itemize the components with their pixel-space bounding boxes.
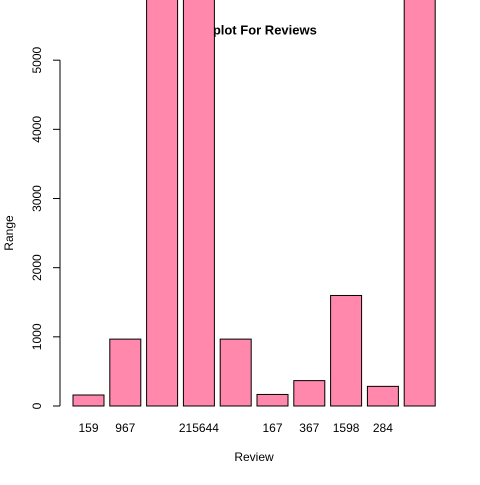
x-axis-label: Review (234, 450, 274, 464)
y-tick-label: 5000 (30, 47, 44, 74)
bar (109, 338, 142, 407)
y-tick-label: 1000 (30, 323, 44, 350)
x-tick-label: 159 (78, 421, 98, 435)
x-tick-label: 1598 (333, 421, 360, 435)
bar (182, 0, 215, 407)
y-tick-label: 0 (30, 402, 44, 409)
x-tick-label: 967 (115, 421, 135, 435)
x-tick-label: 284 (373, 421, 393, 435)
bar (403, 0, 436, 407)
bar (256, 393, 289, 407)
bar (72, 394, 105, 407)
bar (219, 338, 252, 407)
bar (330, 294, 363, 407)
chart-title: Barplot For Reviews (191, 22, 317, 37)
plot-area (72, 0, 436, 407)
bar (293, 380, 326, 407)
y-axis-label: Range (2, 215, 16, 251)
x-tick-label: 167 (262, 421, 282, 435)
x-tick-label: 367 (299, 421, 319, 435)
bar (366, 385, 399, 407)
y-tick-label: 2000 (30, 254, 44, 281)
y-tick-label: 3000 (30, 185, 44, 212)
bar (146, 0, 179, 407)
y-tick-label: 4000 (30, 116, 44, 143)
x-tick-label: 215644 (179, 421, 219, 435)
